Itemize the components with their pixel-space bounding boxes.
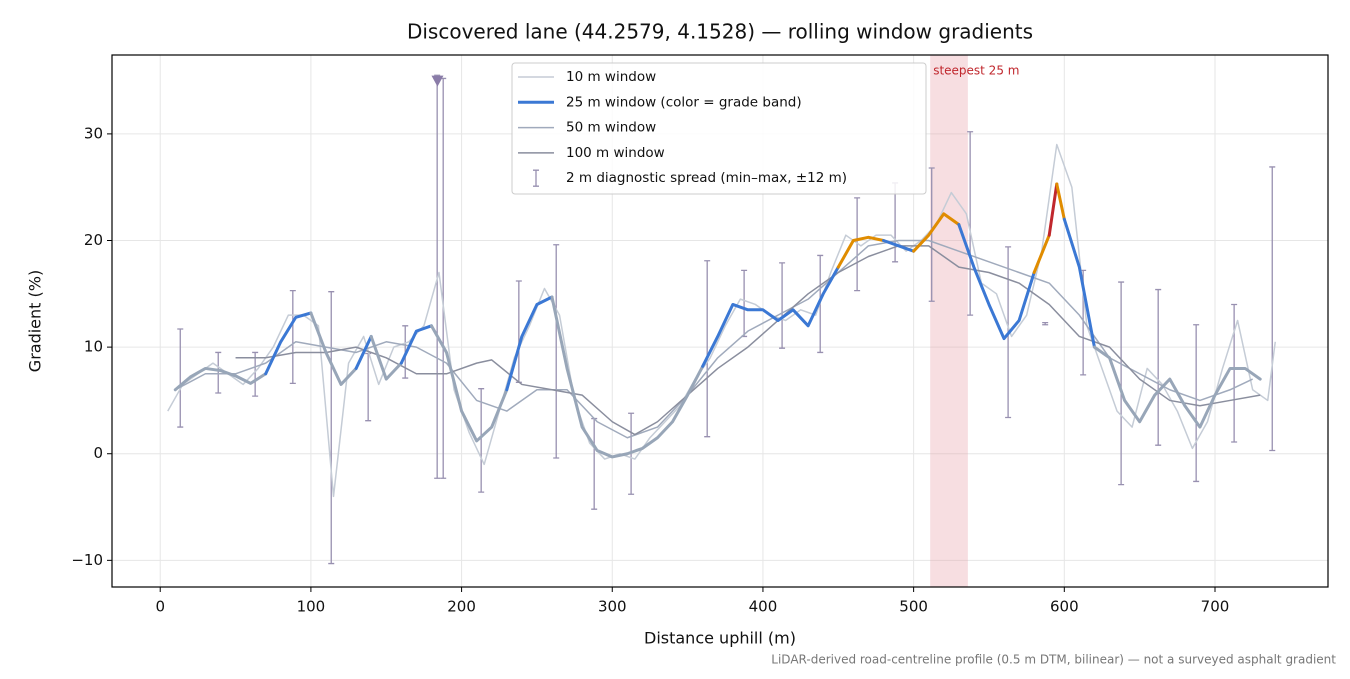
error-bar	[215, 351, 222, 394]
x-tick-label: 500	[899, 598, 928, 616]
series-line-band	[701, 265, 840, 368]
series-line-band	[505, 295, 554, 392]
error-bar	[553, 244, 560, 459]
legend-label: 100 m window	[566, 145, 665, 161]
error-bar	[252, 351, 259, 397]
error-bar	[779, 262, 786, 349]
series-line-band	[173, 366, 268, 392]
error-bar	[289, 289, 296, 385]
x-axis-label: Distance uphill (m)	[644, 629, 796, 648]
series-line-band	[836, 235, 885, 269]
series-line-band	[1055, 182, 1066, 221]
series-line-band	[1032, 233, 1051, 274]
y-tick-label: 0	[93, 444, 103, 462]
error-bar	[854, 197, 861, 292]
series-line-band	[1092, 345, 1262, 429]
series-line-band	[309, 311, 358, 386]
x-tick-label: 400	[749, 598, 778, 616]
legend-label: 2 m diagnostic spread (min–max, ±12 m)	[566, 170, 847, 186]
y-axis-label: Gradient (%)	[26, 270, 45, 372]
y-tick-label: 10	[84, 338, 103, 356]
y-tick-label: 20	[84, 231, 103, 249]
error-bar	[1231, 303, 1238, 443]
x-tick-label: 700	[1201, 598, 1230, 616]
chart-title: Discovered lane (44.2579, 4.1528) — roll…	[407, 20, 1033, 44]
series-line-band	[429, 324, 509, 443]
legend-label: 50 m window	[566, 120, 656, 136]
error-bar	[928, 167, 935, 302]
x-tick-label: 0	[155, 598, 165, 616]
series-line-band	[369, 334, 403, 381]
y-tick-label: −10	[71, 551, 103, 569]
error-bar	[591, 417, 598, 510]
error-bar	[328, 291, 335, 565]
y-tick-label: 30	[84, 124, 103, 142]
error-bar	[177, 328, 184, 428]
error-bar	[741, 269, 748, 338]
series-line	[174, 239, 1253, 439]
x-tick-label: 100	[297, 598, 326, 616]
error-bar	[478, 388, 485, 493]
plot-frame	[111, 54, 1329, 588]
footnote: LiDAR-derived road-centreline profile (0…	[771, 653, 1336, 667]
series-line-band	[957, 223, 1036, 341]
error-bar	[515, 280, 522, 383]
series-line-band	[399, 324, 433, 365]
series-line-band	[264, 311, 313, 376]
series-line-band	[881, 239, 916, 253]
error-bar	[892, 182, 899, 263]
error-bar	[1193, 324, 1200, 483]
error-bar	[704, 260, 711, 438]
steepest-band	[930, 55, 968, 587]
series-line-band	[912, 212, 961, 253]
legend-label: 25 m window (color = grade band)	[566, 94, 802, 110]
error-bar	[440, 77, 447, 479]
legend-box	[511, 62, 927, 195]
error-bar	[1118, 281, 1125, 486]
error-bar	[967, 131, 974, 316]
x-tick-label: 600	[1050, 598, 1079, 616]
legend-swatch	[533, 169, 539, 187]
error-bar	[1269, 166, 1276, 452]
series-line	[235, 245, 1261, 436]
series-line	[167, 143, 1277, 498]
clip-marker	[431, 75, 444, 87]
series-line-band	[1062, 217, 1096, 349]
error-bar	[365, 352, 372, 422]
series-line-band	[1047, 182, 1059, 237]
x-tick-label: 300	[598, 598, 627, 616]
error-bar	[1042, 321, 1049, 326]
steepest-label: steepest 25 m	[933, 64, 1019, 78]
series-line-band	[550, 295, 705, 459]
error-bar	[1155, 288, 1162, 446]
series-line-band	[354, 334, 373, 370]
x-tick-label: 200	[447, 598, 476, 616]
legend-label: 10 m window	[566, 69, 656, 85]
legend: 10 m window 25 m window (color = grade ba…	[511, 62, 927, 195]
